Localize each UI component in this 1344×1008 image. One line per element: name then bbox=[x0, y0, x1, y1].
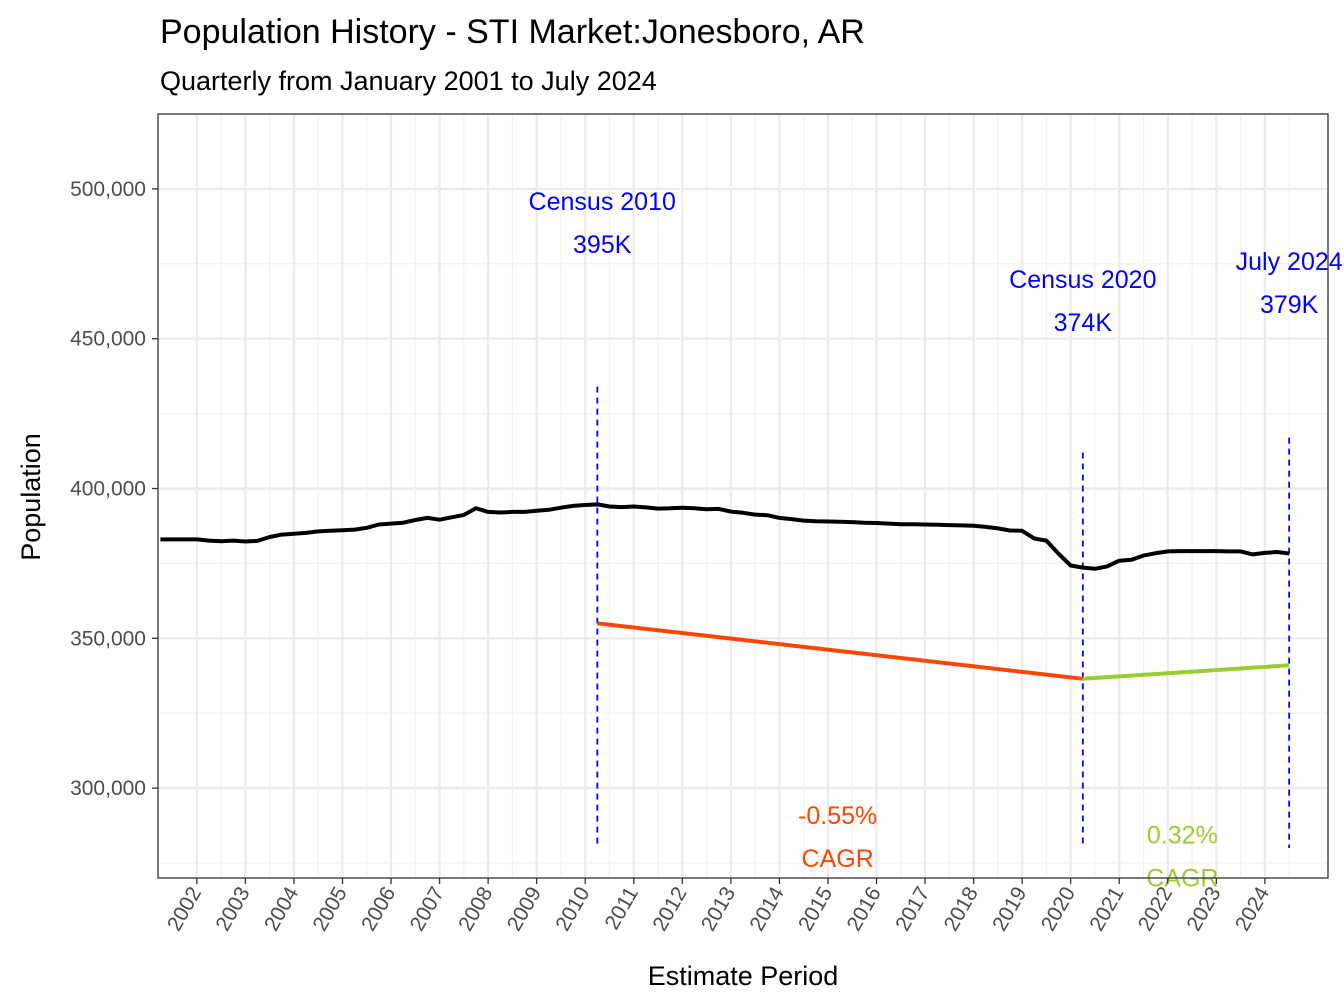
x-tick-label: 2008 bbox=[454, 883, 497, 935]
x-tick-label: 2004 bbox=[260, 883, 303, 935]
x-tick-label: 2021 bbox=[1085, 883, 1128, 935]
annotation-label: 0.32% CAGR bbox=[1146, 822, 1218, 893]
series-lines bbox=[160, 502, 1290, 681]
x-tick-label: 2002 bbox=[163, 883, 206, 935]
chart-title: Population History - STI Market:Jonesbor… bbox=[160, 13, 865, 51]
reference-lines bbox=[596, 386, 1291, 849]
x-tick-label: 2014 bbox=[745, 883, 788, 935]
y-tick-label: 500,000 bbox=[70, 178, 146, 201]
annotation-label: Census 2020 374K bbox=[1009, 266, 1156, 337]
annotation-label: -0.55% CAGR bbox=[798, 802, 877, 873]
chart-subtitle: Quarterly from January 2001 to July 2024 bbox=[160, 66, 657, 96]
y-tick-label: 400,000 bbox=[70, 478, 146, 501]
annotation-line: 374K bbox=[1054, 309, 1113, 337]
x-tick-label: 2016 bbox=[843, 883, 886, 935]
annotation-line: 379K bbox=[1260, 291, 1319, 319]
x-axis: 2002 2003 2004 2005 2006 2007 2008 2009 2010 2011… bbox=[163, 878, 1274, 935]
annotation-line: CAGR bbox=[802, 845, 874, 873]
x-tick-label: 2024 bbox=[1231, 883, 1274, 935]
annotation-line: 0.32% bbox=[1147, 822, 1218, 850]
x-tick-label: 2020 bbox=[1037, 883, 1080, 935]
x-tick-label: 2019 bbox=[988, 883, 1031, 935]
annotation-label: July 2024 379K bbox=[1236, 248, 1343, 319]
y-tick-label: 350,000 bbox=[70, 627, 146, 650]
x-tick-label: 2009 bbox=[503, 883, 546, 935]
y-axis-title: Population bbox=[16, 433, 46, 561]
y-tick-label: 450,000 bbox=[70, 328, 146, 351]
annotation-line: Census 2010 bbox=[529, 188, 676, 216]
grid bbox=[158, 113, 1328, 878]
x-axis-title: Estimate Period bbox=[648, 961, 839, 991]
cagr-line bbox=[1082, 663, 1290, 681]
annotation-line: Census 2020 bbox=[1009, 266, 1156, 294]
x-tick-label: 2007 bbox=[406, 883, 449, 935]
annotations: Census 2010 395K Census 2020 374K July 2024 3… bbox=[529, 188, 1343, 893]
annotation-line: 395K bbox=[573, 231, 632, 259]
y-axis: 300,000 350,000 400,000 450,000 500,000 bbox=[70, 178, 158, 800]
x-tick-label: 2013 bbox=[697, 883, 740, 935]
x-tick-label: 2003 bbox=[211, 883, 254, 935]
x-tick-label: 2011 bbox=[601, 883, 644, 934]
annotation-line: -0.55% bbox=[798, 802, 877, 830]
cagr-line bbox=[597, 621, 1084, 681]
plot-panel-border bbox=[157, 113, 1329, 879]
x-tick-label: 2018 bbox=[940, 883, 983, 935]
y-tick-label: 300,000 bbox=[70, 777, 146, 800]
x-tick-label: 2015 bbox=[794, 883, 837, 935]
x-tick-label: 2017 bbox=[891, 883, 934, 935]
x-tick-label: 2010 bbox=[551, 883, 594, 935]
annotation-label: Census 2010 395K bbox=[529, 188, 676, 259]
x-tick-label: 2022 bbox=[1134, 883, 1177, 935]
x-tick-label: 2005 bbox=[309, 883, 352, 935]
x-tick-label: 2012 bbox=[648, 883, 691, 935]
x-tick-label: 2006 bbox=[357, 883, 400, 935]
population-line bbox=[160, 502, 1290, 571]
annotation-line: July 2024 bbox=[1236, 248, 1343, 276]
